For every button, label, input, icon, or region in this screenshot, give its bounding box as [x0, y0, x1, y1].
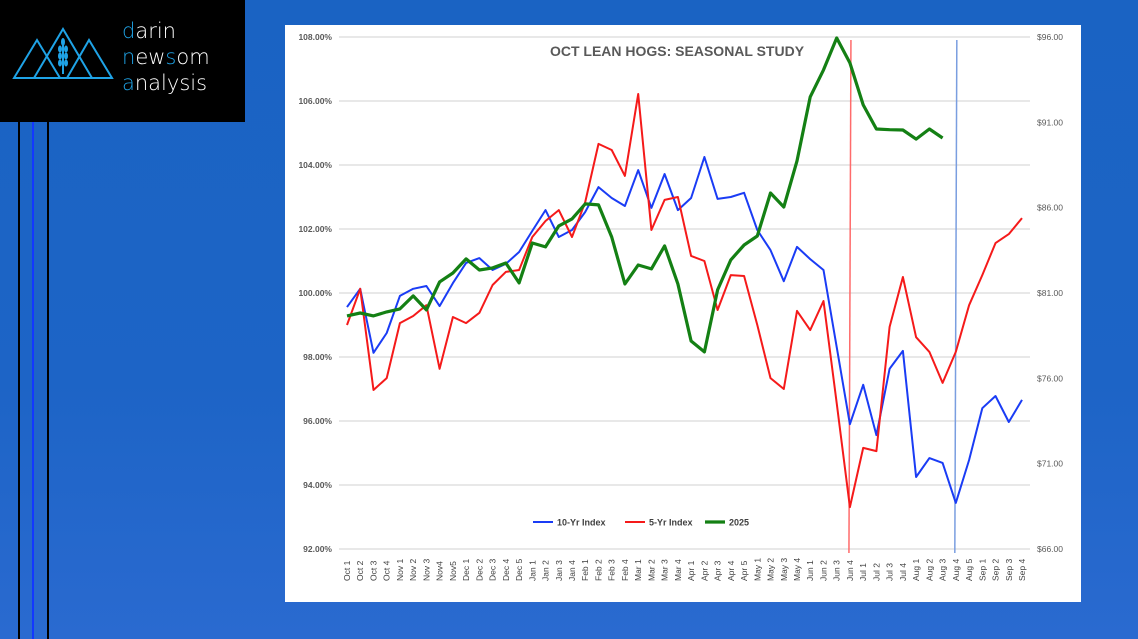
x-tick-label: Apr 1: [686, 560, 696, 581]
y-right-tick-label: $66.00: [1037, 544, 1063, 554]
logo: darin newsom analysis: [0, 0, 245, 122]
x-tick-label: Oct 4: [382, 560, 392, 581]
y-left-tick-label: 102.00%: [298, 224, 332, 234]
x-tick-label: Feb 4: [620, 559, 630, 581]
chart-panel: 92.00% 94.00% 96.00% 98.00% 100.00% 102.00% 10…: [285, 25, 1081, 602]
x-tick-label: Aug 3: [938, 559, 948, 581]
y-left-tick-label: 106.00%: [298, 96, 332, 106]
y-left-tick-label: 96.00%: [303, 416, 332, 426]
x-tick-label: Jul 1: [858, 563, 868, 581]
decor-line-black: [47, 122, 49, 639]
y-left-tick-label: 98.00%: [303, 352, 332, 362]
x-tick-label: Jun 2: [818, 560, 828, 581]
y-right-tick-label: $91.00: [1037, 117, 1063, 127]
logo-line-newsom: newsom: [122, 45, 210, 69]
x-tick-label: Oct 3: [368, 560, 378, 581]
x-tick-label: Dec 5: [514, 559, 524, 581]
x-tick-label: Jun 1: [805, 560, 815, 581]
x-tick-label: Sep 4: [1017, 559, 1027, 581]
logo-word: arin: [135, 19, 176, 43]
y-right-tick-label: $86.00: [1037, 203, 1063, 213]
y-left-tick-label: 104.00%: [298, 160, 332, 170]
x-tick-label: Nov5: [448, 561, 458, 581]
x-tick-label: Mar 2: [646, 559, 656, 581]
decor-line-blue: [32, 122, 34, 639]
x-tick-label: Jan 2: [541, 560, 551, 581]
decor-line-black: [18, 122, 20, 639]
x-tick-label: Sep 1: [977, 559, 987, 581]
x-tick-label: Apr 5: [739, 560, 749, 581]
series-line-10-yr-index: [346, 156, 1023, 504]
x-tick-label: Oct 2: [355, 560, 365, 581]
legend-label: 5-Yr Index: [649, 518, 693, 528]
y-right-tick-label: $71.00: [1037, 459, 1063, 469]
vertical-marker-line: [848, 39, 852, 554]
x-tick-label: Dec 3: [488, 559, 498, 581]
x-tick-label: Aug 2: [924, 559, 934, 581]
y-right-tick-label: $96.00: [1037, 32, 1063, 42]
x-tick-label: Jul 2: [871, 563, 881, 581]
x-tick-label: Jun 4: [845, 560, 855, 581]
x-tick-label: Apr 4: [726, 560, 736, 581]
x-tick-label: Sep 3: [1004, 559, 1014, 581]
x-tick-label: Aug 5: [964, 559, 974, 581]
x-tick-label: Aug 1: [911, 559, 921, 581]
y-left-tick-label: 94.00%: [303, 480, 332, 490]
y-left-tick-label: 100.00%: [298, 288, 332, 298]
y-right-tick-label: $81.00: [1037, 288, 1063, 298]
vertical-marker-line: [954, 39, 958, 554]
y-left-tick-label: 92.00%: [303, 544, 332, 554]
x-tick-label: Sep 2: [991, 559, 1001, 581]
x-tick-label: Dec 1: [461, 559, 471, 581]
x-tick-label: Jun 3: [832, 560, 842, 581]
mountain-wheat-logo-icon: [12, 27, 114, 79]
logo-line-analysis: analysis: [122, 71, 208, 95]
x-tick-label: Feb 1: [580, 559, 590, 581]
x-tick-label: Dec 4: [501, 559, 511, 581]
x-tick-label: Apr 2: [699, 560, 709, 581]
x-tick-label: May 4: [792, 558, 802, 581]
x-tick-label: Mar 3: [660, 559, 670, 581]
x-tick-label: Jan 4: [567, 560, 577, 581]
x-tick-label: Jan 1: [527, 560, 537, 581]
x-tick-label: Nov 1: [395, 559, 405, 581]
x-tick-label: May 3: [779, 558, 789, 581]
x-tick-label: Aug 4: [951, 559, 961, 581]
x-tick-label: Nov 2: [408, 559, 418, 581]
x-tick-label: Dec 2: [474, 559, 484, 581]
legend-label: 2025: [729, 518, 749, 528]
legend-label: 10-Yr Index: [557, 518, 606, 528]
x-tick-label: Mar 4: [673, 559, 683, 581]
seasonal-chart: 92.00% 94.00% 96.00% 98.00% 100.00% 102.00% 10…: [298, 32, 1063, 581]
series-line-2025: [346, 36, 944, 354]
x-tick-label: Nov 3: [421, 559, 431, 581]
y-left-tick-label: 108.00%: [298, 32, 332, 42]
x-tick-label: Feb 3: [607, 559, 617, 581]
x-tick-label: Jan 3: [554, 560, 564, 581]
x-tick-label: Jul 4: [898, 563, 908, 581]
x-tick-label: Mar 1: [633, 559, 643, 581]
x-tick-label: Oct 1: [342, 560, 352, 581]
y-right-tick-label: $76.00: [1037, 373, 1063, 383]
series-line-5-yr-index: [346, 93, 1023, 509]
chart-title: OCT LEAN HOGS: SEASONAL STUDY: [550, 43, 805, 59]
x-tick-label: Feb 2: [593, 559, 603, 581]
logo-line-darin: darin: [122, 19, 176, 43]
x-tick-label: Nov4: [435, 561, 445, 581]
x-tick-label: May 1: [752, 558, 762, 581]
x-tick-label: Jul 3: [885, 563, 895, 581]
x-tick-label: Apr 3: [713, 560, 723, 581]
x-tick-label: May 2: [766, 558, 776, 581]
